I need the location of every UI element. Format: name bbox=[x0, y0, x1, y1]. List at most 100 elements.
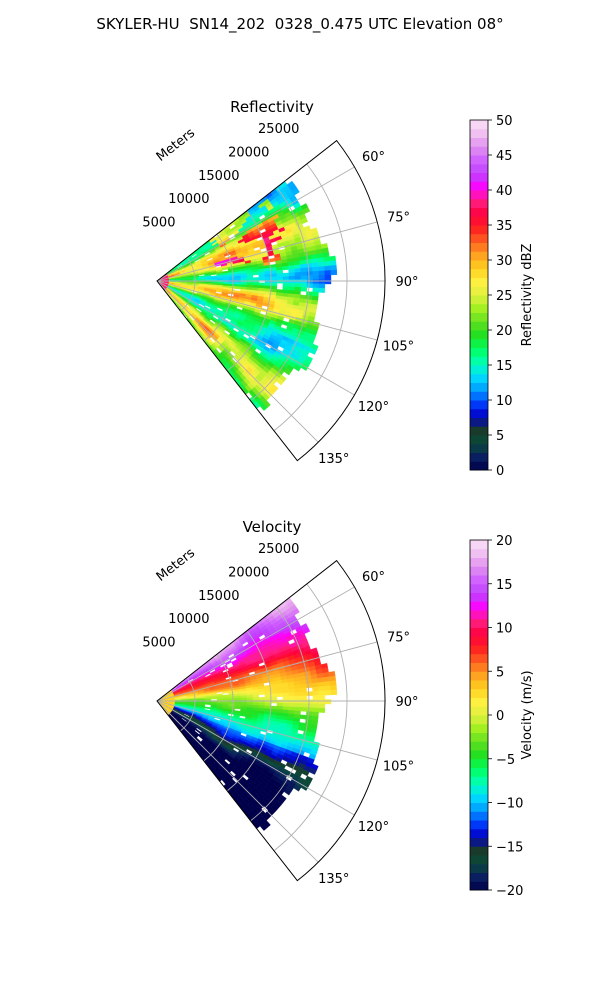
data-cell bbox=[282, 692, 290, 697]
colorbar-tick-label: 15 bbox=[496, 359, 513, 374]
range-tick-label: 5000 bbox=[142, 636, 175, 651]
data-cell bbox=[270, 282, 278, 287]
colorbar-swatch bbox=[470, 540, 488, 550]
colorbar-tick-label: 5 bbox=[496, 429, 504, 444]
data-cell bbox=[330, 685, 337, 691]
data-cell bbox=[309, 347, 317, 355]
reflectivity-panel: Reflectivity60°75°90°105°120°135°5000100… bbox=[142, 98, 535, 479]
colorbar-tick-label: 0 bbox=[496, 709, 504, 724]
colorbar-swatch bbox=[470, 653, 488, 663]
colorbar-swatch bbox=[470, 242, 488, 252]
azimuth-tick-label: 120° bbox=[358, 820, 389, 835]
colorbar-swatch bbox=[470, 855, 488, 865]
data-cell bbox=[312, 279, 320, 285]
data-cell bbox=[305, 263, 313, 269]
colorbar-swatch bbox=[470, 452, 488, 462]
data-cell bbox=[306, 707, 314, 713]
colorbar-swatch bbox=[470, 347, 488, 357]
sector-frame bbox=[156, 139, 386, 462]
data-cell bbox=[288, 275, 296, 280]
data-cell bbox=[264, 273, 272, 278]
data-cell bbox=[299, 263, 307, 269]
range-tick-label: 25000 bbox=[258, 122, 299, 137]
data-cell bbox=[288, 692, 296, 697]
data-cell bbox=[318, 274, 326, 280]
data-cell bbox=[312, 711, 319, 717]
azimuth-spoke bbox=[156, 221, 378, 282]
data-cell bbox=[312, 270, 320, 276]
data-cell bbox=[330, 265, 337, 271]
data-cell bbox=[300, 275, 308, 280]
data-cell bbox=[252, 271, 260, 276]
colorbar-swatch bbox=[470, 671, 488, 681]
data-cell bbox=[311, 678, 319, 684]
range-ring bbox=[180, 677, 196, 732]
azimuth-tick-label: 120° bbox=[358, 400, 389, 415]
data-cell bbox=[282, 279, 290, 284]
colorbar-swatch bbox=[470, 758, 488, 768]
colorbar-swatch bbox=[470, 400, 488, 410]
azimuth-tick-label: 105° bbox=[383, 340, 414, 355]
data-cell bbox=[300, 287, 308, 292]
range-axis-label: Meters bbox=[154, 126, 198, 165]
figure-title: SKYLER-HU SN14_202 0328_0.475 UTC Elevat… bbox=[96, 15, 504, 33]
colorbar-swatch bbox=[470, 828, 488, 838]
radar-data bbox=[156, 597, 338, 831]
azimuth-spoke bbox=[156, 641, 378, 702]
range-tick-label: 15000 bbox=[198, 589, 239, 604]
data-cell bbox=[246, 697, 254, 701]
data-cell bbox=[306, 279, 314, 284]
data-cell bbox=[288, 699, 296, 704]
colorbar-swatch bbox=[470, 268, 488, 278]
colorbar-swatch bbox=[470, 723, 488, 733]
colorbar-swatch bbox=[470, 365, 488, 375]
colorbar-tick-label: 0 bbox=[496, 464, 504, 479]
data-cell bbox=[306, 703, 314, 709]
data-cell bbox=[323, 681, 331, 687]
data-cell bbox=[252, 277, 260, 281]
range-tick-label: 10000 bbox=[168, 612, 209, 627]
colorbar-swatch bbox=[470, 190, 488, 200]
data-cell bbox=[294, 286, 302, 292]
colorbar-swatch bbox=[470, 146, 488, 156]
colorbar-swatch bbox=[470, 776, 488, 786]
data-cell bbox=[282, 282, 290, 288]
data-cell bbox=[252, 279, 260, 284]
data-cell bbox=[264, 279, 272, 284]
data-cell bbox=[264, 282, 272, 287]
data-cell bbox=[300, 703, 308, 708]
data-cell bbox=[283, 367, 292, 376]
data-cell bbox=[329, 680, 337, 687]
colorbar: 20 15 10 5 0 −5 −10 −15 −20 Velocity (m/s) bbox=[469, 534, 535, 899]
data-cell bbox=[299, 683, 307, 689]
data-cell bbox=[270, 696, 278, 701]
data-cell bbox=[329, 255, 337, 262]
colorbar-swatch bbox=[470, 172, 488, 182]
colorbar-tick-label: −20 bbox=[496, 884, 523, 899]
colorbar-swatch bbox=[470, 417, 488, 427]
data-cell bbox=[282, 276, 290, 281]
colorbar-swatch bbox=[470, 881, 488, 891]
data-cell bbox=[324, 279, 332, 285]
data-cell bbox=[300, 271, 308, 277]
data-cell bbox=[302, 207, 311, 215]
data-cell bbox=[294, 703, 302, 708]
data-cell bbox=[204, 706, 211, 710]
data-cell bbox=[330, 689, 338, 696]
data-cell bbox=[291, 188, 300, 196]
data-cell bbox=[276, 689, 284, 694]
data-cell bbox=[240, 695, 248, 699]
range-ring bbox=[203, 233, 234, 342]
data-cell bbox=[294, 275, 302, 281]
data-cell bbox=[300, 695, 308, 700]
colorbar-label: Reflectivity dBZ bbox=[520, 244, 535, 347]
data-cell bbox=[306, 271, 314, 277]
colorbar-swatch bbox=[470, 338, 488, 348]
colorbar-swatch bbox=[470, 662, 488, 672]
colorbar-swatch bbox=[470, 198, 488, 208]
colorbar-swatch bbox=[470, 356, 488, 366]
data-cell bbox=[281, 265, 289, 271]
data-cell bbox=[324, 699, 332, 705]
azimuth-tick-label: 90° bbox=[395, 695, 418, 710]
data-cell bbox=[300, 279, 308, 284]
